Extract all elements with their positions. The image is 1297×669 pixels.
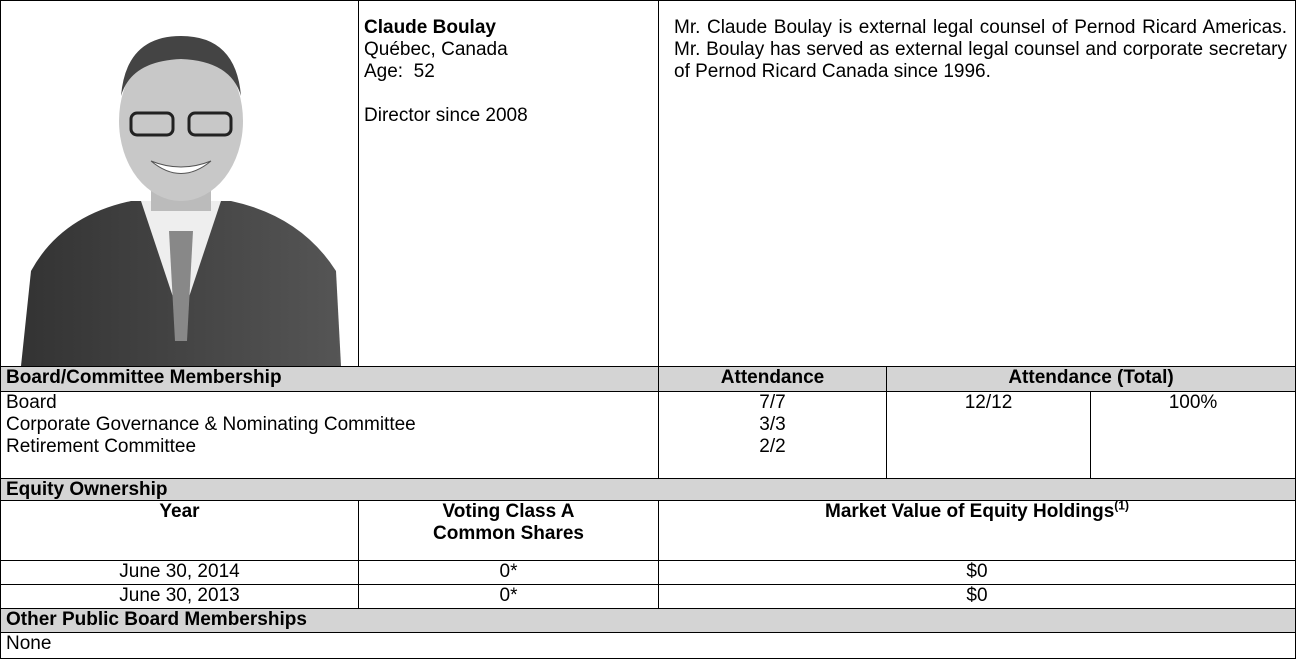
header-text: Market Value of Equity Holdings — [825, 501, 1115, 522]
cell: $0 — [658, 584, 1296, 609]
director-since: Director since 2008 — [364, 105, 528, 126]
location: Québec, Canada — [364, 39, 508, 60]
section-title: Other Public Board Memberships — [0, 608, 1296, 633]
cell: 0* — [358, 560, 659, 585]
attendance: 3/3 — [759, 414, 786, 435]
portrait — [21, 36, 341, 366]
age: Age: 52 — [364, 61, 435, 82]
name-cell: Claude Boulay Québec, Canada Age: 52 Dir… — [358, 0, 659, 367]
percent-cell: 100% — [1090, 391, 1296, 479]
bio: Mr. Claude Boulay is external legal coun… — [674, 17, 1287, 82]
section-title: Equity Ownership — [0, 478, 1296, 501]
photo-cell — [0, 0, 359, 367]
cell: $0 — [658, 560, 1296, 585]
header: Board/Committee Membership — [0, 366, 659, 392]
attendance: 7/7 — [759, 392, 786, 413]
cell: 0* — [358, 584, 659, 609]
cell: June 30, 2013 — [0, 584, 359, 609]
committee: Retirement Committee — [6, 436, 197, 457]
header: Attendance (Total) — [886, 366, 1296, 392]
total-cell: 12/12 — [886, 391, 1091, 479]
cell: None — [0, 632, 1296, 659]
attendance-cell: 7/7 3/3 2/2 — [658, 391, 887, 479]
header: Market Value of Equity Holdings(1) — [658, 500, 1296, 561]
cell: June 30, 2014 — [0, 560, 359, 585]
header: Voting Class A Common Shares — [358, 500, 659, 561]
attendance: 2/2 — [759, 436, 786, 457]
name: Claude Boulay — [364, 17, 496, 38]
footnote: (1) — [1114, 498, 1129, 513]
header: Attendance — [658, 366, 887, 392]
header: Year — [0, 500, 359, 561]
committee: Board — [6, 392, 57, 413]
bio-cell: Mr. Claude Boulay is external legal coun… — [658, 0, 1296, 367]
committee-cell: Board Corporate Governance & Nominating … — [0, 391, 659, 479]
committee: Corporate Governance & Nominating Commit… — [6, 414, 416, 435]
